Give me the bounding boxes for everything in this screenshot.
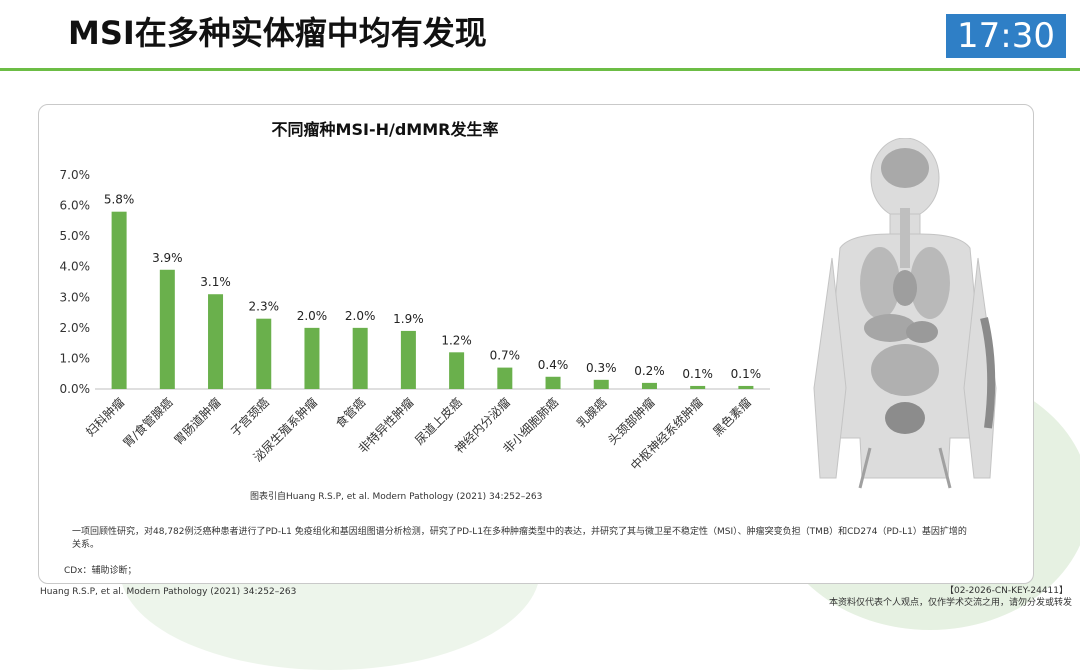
y-tick-label: 7.0% <box>60 168 91 182</box>
bar <box>208 294 224 389</box>
human-anatomy-icon <box>813 138 997 489</box>
x-tick-label: 妇科肿瘤 <box>83 395 128 440</box>
data-label: 0.1% <box>682 367 713 381</box>
abbreviation-note: CDx：辅助诊断； <box>64 566 137 576</box>
bar <box>111 211 127 389</box>
reference: Huang R.S.P, et al. Modern Pathology (20… <box>40 587 297 597</box>
y-tick-label: 1.0% <box>60 351 91 365</box>
bar <box>497 367 513 389</box>
y-tick-label: 4.0% <box>60 260 91 274</box>
data-label: 0.7% <box>490 349 521 363</box>
chart-source: 图表引自Huang R.S.P, et al. Modern Pathology… <box>250 492 543 502</box>
bar <box>352 327 368 389</box>
x-tick-label: 尿道上皮癌 <box>412 395 465 448</box>
bar <box>400 330 416 389</box>
bar <box>641 382 657 389</box>
bar <box>545 376 561 389</box>
x-tick-label: 头颈部肿瘤 <box>605 395 658 448</box>
data-label: 3.9% <box>152 251 183 265</box>
x-tick-label: 黑色素瘤 <box>709 395 754 440</box>
data-label: 0.4% <box>538 358 569 372</box>
data-label: 1.9% <box>393 312 424 326</box>
document-code: 【02-2026-CN-KEY-24411】 <box>944 586 1068 596</box>
header-divider <box>0 68 1080 71</box>
page-title: MSI在多种实体瘤中均有发现 <box>68 14 487 52</box>
chart-title: 不同瘤种MSI-H/dMMR发生率 <box>271 120 499 139</box>
x-tick-label: 乳腺癌 <box>573 395 609 431</box>
y-tick-label: 2.0% <box>60 321 91 335</box>
study-description: 一项回顾性研究，对48,782例泛癌种患者进行了PD-L1 免疫组化和基因组图谱… <box>72 527 967 550</box>
bar <box>449 352 465 389</box>
data-label: 0.2% <box>634 364 665 378</box>
x-tick-label: 食管癌 <box>332 395 368 431</box>
data-label: 0.1% <box>731 367 762 381</box>
bar <box>593 379 609 389</box>
bar <box>738 385 754 389</box>
bar <box>304 327 320 389</box>
bar <box>690 385 706 389</box>
data-label: 5.8% <box>104 193 135 207</box>
timer-badge: 17:30 <box>946 14 1066 58</box>
data-label: 2.0% <box>345 309 376 323</box>
data-label: 0.3% <box>586 361 617 375</box>
data-label: 2.3% <box>249 300 280 314</box>
bar <box>256 318 272 389</box>
y-tick-label: 3.0% <box>60 290 91 304</box>
x-tick-label: 胃/食管腺癌 <box>120 395 176 451</box>
y-tick-label: 5.0% <box>60 229 91 243</box>
data-label: 2.0% <box>297 309 328 323</box>
bar-chart: 0.0% 1.0% 2.0% 3.0% 4.0% 5.0% 6.0% 7.0% 5.8% 妇科肿瘤… <box>60 168 770 473</box>
y-tick-label: 0.0% <box>60 382 91 396</box>
disclaimer: 本资料仅代表个人观点，仅作学术交流之用，请勿分发或转发 <box>828 598 1072 608</box>
x-tick-label: 子宫颈癌 <box>227 395 272 440</box>
bar <box>159 269 175 389</box>
data-label: 3.1% <box>200 275 231 289</box>
data-label: 1.2% <box>441 333 472 347</box>
y-tick-label: 6.0% <box>60 199 91 213</box>
x-tick-label: 胃肠道肿瘤 <box>171 395 224 448</box>
